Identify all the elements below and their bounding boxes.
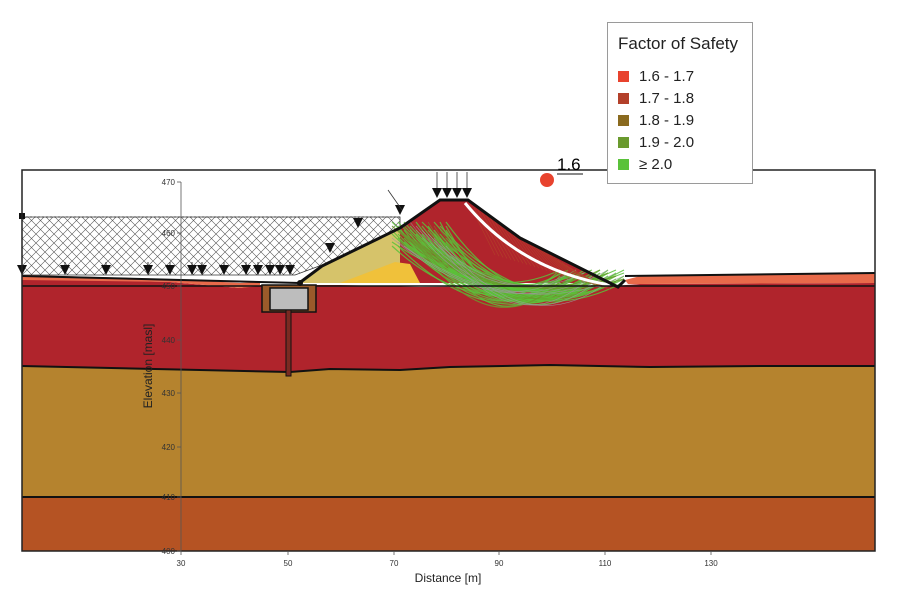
legend-item: 1.6 - 1.7 [618, 67, 694, 85]
slip-surface-hatch [505, 227, 532, 267]
load-arrow [187, 265, 197, 275]
slip-surface [391, 229, 585, 298]
y-axis-title: Elevation [masl] [141, 324, 155, 409]
legend-item: 1.7 - 1.8 [618, 89, 694, 107]
y-tick-label: 430 [162, 389, 176, 398]
critical-slip-surface [463, 202, 611, 287]
slope-loads [325, 189, 405, 253]
legend-swatch [618, 158, 629, 170]
load-arrow [197, 265, 207, 275]
plot-frame [21, 169, 876, 552]
drain-pile [285, 309, 292, 377]
factor-of-safety-legend: Factor of Safety 1.6 - 1.7 1.7 - 1.8 1.8… [607, 22, 753, 184]
legend-swatch [618, 70, 629, 82]
legend-label: ≥ 2.0 [639, 155, 673, 173]
legend-label: 1.8 - 1.9 [639, 111, 695, 129]
y-tick-label: 400 [162, 547, 176, 556]
slip-surface-hatch [497, 222, 524, 264]
slip-surface [391, 237, 609, 294]
slip-surface [439, 241, 601, 306]
load-arrow [265, 265, 275, 275]
load-arrow [325, 243, 335, 253]
legend-label: 1.9 - 2.0 [639, 133, 695, 151]
slip-surface [433, 225, 585, 299]
slip-surface [445, 245, 609, 306]
y-tick-label: 470 [162, 178, 176, 187]
load-arrow [143, 265, 153, 275]
load-arrow [285, 265, 295, 275]
boundary-upper-middle [22, 363, 875, 374]
y-axis-ticks: 470 460 450 440 430 420 410 400 [162, 178, 181, 556]
base-layer [22, 497, 875, 551]
slip-surface [391, 225, 601, 288]
load-arrow [442, 188, 452, 198]
x-tick-label: 110 [599, 559, 612, 568]
y-tick-label: 440 [162, 336, 176, 345]
drain-structure [269, 287, 309, 311]
load-arrow [353, 218, 363, 228]
slip-surface-hatch [501, 224, 528, 265]
load-arrow [60, 265, 70, 275]
middle-layer [22, 365, 875, 497]
x-tick-label: 70 [390, 559, 399, 568]
ground-surface-left [22, 275, 301, 284]
load-arrow [165, 265, 175, 275]
load-arrow [219, 265, 229, 275]
legend-item: 1.9 - 2.0 [618, 133, 694, 151]
load-arrow [432, 188, 442, 198]
legend-title: Factor of Safety [618, 34, 738, 53]
x-tick-label: 50 [284, 559, 293, 568]
y-tick-label: 420 [162, 443, 176, 452]
crest-loads [432, 172, 472, 198]
drain-pipe [297, 280, 303, 286]
load-arrow [275, 265, 285, 275]
upper-clay-layer [22, 278, 875, 372]
y-tick-label: 410 [162, 493, 176, 502]
legend-swatch [618, 114, 629, 126]
load-arrow [462, 188, 472, 198]
ground-surface-right [624, 272, 875, 277]
legend-swatch [618, 92, 629, 104]
embankment-inner-fill [340, 262, 420, 283]
slip-surface [397, 241, 617, 295]
slip-surface [427, 221, 577, 299]
slip-surface [415, 241, 561, 308]
load-arrow [395, 205, 405, 215]
x-tick-label: 130 [704, 559, 718, 568]
slip-surface-hatch [481, 212, 508, 259]
legend-item: ≥ 2.0 [618, 155, 672, 173]
load-arrow [452, 188, 462, 198]
y-tick-label: 460 [162, 229, 176, 238]
slip-surface-hatch [509, 229, 536, 268]
legend-swatch [618, 136, 629, 148]
x-tick-label: 90 [495, 559, 504, 568]
slip-surface [421, 229, 577, 286]
load-arrow [241, 265, 251, 275]
critical-fos-label: 1.6 [557, 155, 581, 174]
legend-item: 1.8 - 1.9 [618, 111, 694, 129]
x-axis-ticks: 30 50 70 90 110 130 [177, 551, 718, 568]
slip-surface [433, 237, 593, 306]
y-tick-label: 450 [162, 282, 176, 291]
load-arrow [101, 265, 111, 275]
legend-label: 1.6 - 1.7 [639, 67, 695, 85]
slip-surface [427, 233, 585, 287]
load-line [387, 189, 403, 211]
slip-surface-hatch [477, 209, 504, 258]
critical-fos-marker [540, 173, 554, 187]
slip-surface [397, 229, 609, 289]
x-axis-title: Distance [m] [415, 571, 482, 585]
x-tick-label: 30 [177, 559, 186, 568]
load-arrow [253, 265, 263, 275]
legend-label: 1.7 - 1.8 [639, 89, 695, 107]
